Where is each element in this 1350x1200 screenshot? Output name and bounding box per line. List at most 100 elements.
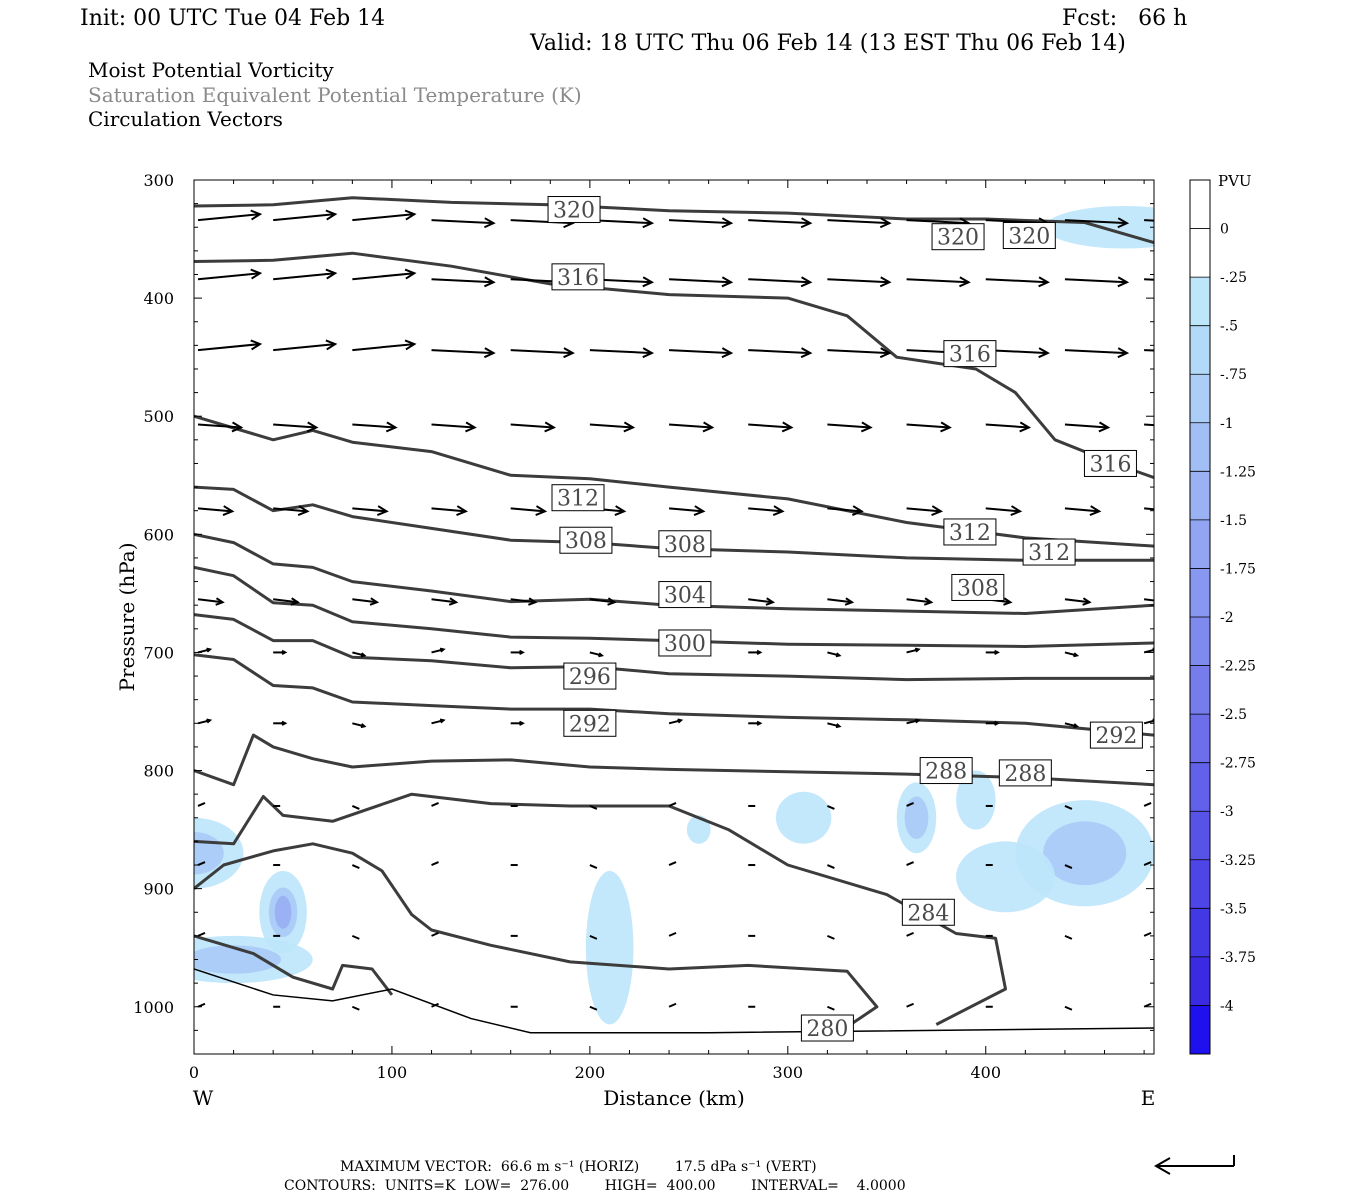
colorbar-label: -2.75: [1220, 756, 1256, 772]
circulation-vector: [1064, 507, 1100, 513]
circulation-vector: [197, 931, 206, 937]
vector-head: [439, 647, 446, 653]
contour-label: 280: [806, 1017, 848, 1042]
contour-label-box: [1022, 538, 1076, 566]
vector-head: [879, 276, 892, 288]
contour-label-box: [658, 629, 712, 657]
circulation-vector: [906, 598, 932, 604]
vector-head: [231, 421, 244, 433]
colorbar-label: -2.5: [1220, 707, 1247, 723]
vector-head: [528, 597, 538, 606]
circulation-vector: [827, 934, 835, 940]
circulation-vector: [431, 278, 494, 284]
theta-contour: [194, 565, 1154, 648]
colorbar-swatch: [1190, 277, 1210, 327]
vector-head: [1019, 421, 1032, 433]
vector-head: [835, 723, 842, 729]
y-tick-label: 400: [143, 289, 174, 308]
vector-head: [325, 268, 338, 280]
vector-head: [519, 649, 525, 655]
circulation-vector: [1143, 931, 1152, 937]
circulation-vector: [351, 805, 360, 810]
colorbar: 0 -.25 -.5 -.75 -1 -1.25 -1.5 -1.75 -2 -2.25 -2.5 -…: [1189, 179, 1256, 1055]
circulation-vector: [197, 423, 242, 429]
vector-head: [940, 421, 952, 433]
circulation-vector: [985, 278, 1048, 284]
circulation-vector: [1143, 719, 1154, 725]
vector-head: [404, 209, 417, 221]
contour-label-box: [563, 709, 617, 737]
circulation-vector: [1064, 278, 1127, 284]
vector-head: [721, 217, 734, 229]
circulation-vector: [1144, 507, 1154, 511]
colorbar-label: -2: [1220, 610, 1234, 626]
vector-head: [385, 421, 398, 433]
circulation-vector: [273, 507, 308, 513]
x-tick-label: 100: [377, 1063, 408, 1082]
vector-head: [544, 421, 557, 433]
field-title-theta: Saturation Equivalent Potential Temperat…: [88, 83, 582, 107]
vector-head: [206, 647, 213, 653]
contour-label-box: [951, 573, 1005, 601]
pv-shade: [904, 796, 929, 840]
colorbar-label: -3.25: [1220, 853, 1256, 869]
vector-head: [642, 217, 655, 229]
circulation-vector-layer: [197, 209, 1169, 1011]
colorbar-label: -3: [1220, 804, 1234, 820]
vector-head: [1162, 598, 1169, 605]
y-tick-label: 800: [143, 762, 174, 781]
pv-shade: [194, 945, 282, 974]
contour-label: 316: [557, 266, 599, 291]
circulation-vector: [510, 349, 573, 355]
vector-head: [376, 505, 389, 517]
vector-head: [325, 209, 338, 221]
circulation-vector: [589, 423, 634, 429]
circulation-vector: [1064, 219, 1127, 225]
vector-head: [844, 597, 855, 606]
circulation-vector: [1064, 864, 1073, 869]
circulation-vector: [1143, 598, 1154, 602]
vector-head: [206, 718, 213, 724]
vector-head: [250, 268, 263, 280]
y-tick-label: 900: [143, 880, 174, 899]
circulation-vector: [431, 1002, 439, 1008]
circulation-vector: [669, 349, 732, 355]
contour-label: 320: [1008, 225, 1050, 250]
vector-head: [835, 652, 842, 658]
theta-contour: [194, 613, 1154, 682]
vector-head: [360, 652, 367, 658]
circulation-vector: [748, 507, 783, 513]
x-tick-label: 300: [773, 1063, 804, 1082]
max-vector-note: MAXIMUM VECTOR: 66.6 m s⁻¹ (HORIZ) 17.5 …: [340, 1159, 817, 1175]
vector-head: [222, 505, 235, 517]
circulation-vector: [589, 864, 598, 869]
circulation-vector: [589, 349, 652, 355]
colorbar-swatch: [1190, 568, 1210, 618]
circulation-vector: [351, 864, 360, 869]
contour-label-box: [998, 759, 1052, 787]
contour-label-box: [559, 526, 613, 554]
circulation-vector: [827, 864, 835, 869]
contour-label-box: [551, 484, 605, 512]
x-tick-label: 0: [189, 1063, 199, 1082]
colorbar-swatch: [1190, 714, 1210, 764]
contour-label-box: [658, 530, 712, 558]
contour-label-box: [800, 1014, 854, 1042]
contour-label: 284: [907, 901, 949, 926]
contour-label: 320: [937, 226, 979, 251]
circulation-vector: [827, 349, 890, 355]
circulation-vector: [827, 598, 853, 604]
theta-contour: [194, 251, 1154, 480]
vector-head: [642, 276, 655, 288]
contour-label: 312: [949, 521, 991, 546]
y-axis-label: Pressure (hPa): [115, 543, 139, 692]
circulation-vector: [431, 598, 457, 604]
circulation-vector: [273, 272, 336, 281]
colorbar-swatch: [1190, 180, 1210, 230]
vector-head: [448, 597, 459, 606]
contour-label-box: [547, 196, 601, 224]
circulation-vector: [431, 931, 439, 937]
vector-head: [923, 597, 934, 606]
axes-layer: 300 400 500 600 700 800 900 1000 0 100 200 300 400: [133, 171, 1154, 1082]
theta-contour: [194, 733, 1154, 787]
